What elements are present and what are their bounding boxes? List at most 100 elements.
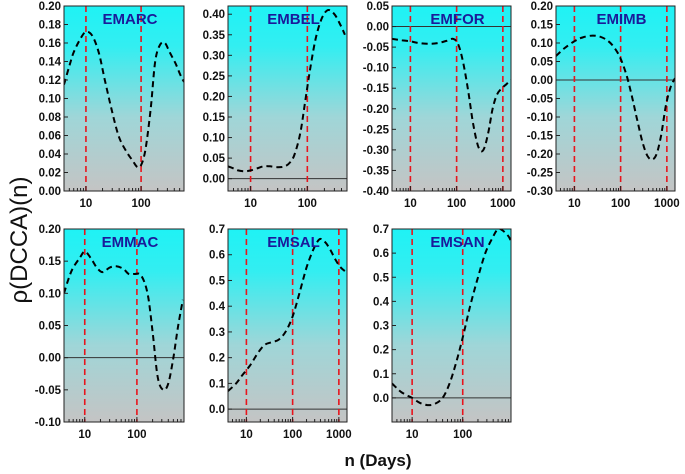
x-tick-label: 100 bbox=[611, 198, 630, 210]
y-tick-label: -0.40 bbox=[363, 186, 389, 198]
y-tick-label: -0.05 bbox=[363, 42, 390, 54]
y-tick-label: -0.25 bbox=[527, 168, 554, 180]
x-tick-label: 10 bbox=[404, 198, 417, 210]
panel-title: EMBEL bbox=[267, 11, 320, 28]
y-tick-label: 0.2 bbox=[209, 353, 225, 365]
y-tick-label: 0.25 bbox=[203, 71, 226, 83]
x-tick-label: 1000 bbox=[490, 198, 516, 210]
panel-emsal: 0.0 0.1 0.2 0.3 0.4 0.5 0.6 0.7 10 100 1000 EMSAL bbox=[209, 224, 352, 441]
y-tick-label: 0.20 bbox=[39, 224, 61, 236]
series-line-emimb bbox=[556, 34, 675, 161]
y-axis-label: ρ(DCCA)(n) bbox=[6, 177, 33, 304]
y-tick-label: -0.30 bbox=[527, 186, 553, 198]
plot-background bbox=[64, 6, 184, 191]
panel-title: EMSAL bbox=[267, 234, 320, 251]
panel-emmac: -0.10 -0.05 0.00 0.05 0.10 0.15 0.20 10 100 EMMAC bbox=[35, 224, 185, 441]
y-tick-label: 0.08 bbox=[39, 112, 62, 124]
y-tick-label: 0.5 bbox=[209, 275, 226, 287]
panels-group: 0.00 0.02 0.04 0.06 0.08 0.10 0.12 0.14 0.16 0.18… bbox=[35, 1, 680, 441]
plot-background bbox=[556, 6, 675, 191]
y-tick-label: 0.14 bbox=[39, 57, 62, 69]
panel-emsan: 0.0 0.1 0.2 0.3 0.4 0.5 0.6 0.7 10 100 EMSAN bbox=[373, 224, 512, 441]
panel-emfor: -0.40 -0.35 -0.30 -0.25 -0.20 -0.15 -0.10 -0.05… bbox=[363, 1, 516, 210]
y-tick-label: 0.40 bbox=[203, 9, 225, 21]
series-line-emmac bbox=[64, 250, 184, 392]
panel-title: EMFOR bbox=[430, 11, 484, 28]
y-tick-label: 0.06 bbox=[39, 131, 61, 143]
y-tick-label: 0.1 bbox=[373, 369, 390, 381]
x-tick-label: 10 bbox=[240, 429, 253, 441]
y-tick-label: 0.00 bbox=[531, 75, 553, 87]
y-tick-label: 0.05 bbox=[203, 153, 226, 165]
y-tick-label: 0.4 bbox=[373, 296, 390, 308]
plot-frame bbox=[391, 5, 512, 192]
x-tick-label: 100 bbox=[298, 198, 317, 210]
x-tick-label: 10 bbox=[568, 198, 581, 210]
y-tick-label: -0.15 bbox=[363, 83, 390, 95]
y-tick-label: 0.15 bbox=[531, 20, 554, 32]
y-tick-label: 0.18 bbox=[39, 20, 62, 32]
y-tick-label: 0.10 bbox=[39, 288, 61, 300]
plot-background bbox=[392, 6, 511, 191]
x-tick-label: 100 bbox=[127, 429, 146, 441]
y-tick-label: 0.2 bbox=[373, 345, 389, 357]
y-tick-label: 0.1 bbox=[209, 378, 226, 390]
y-tick-label: 0.10 bbox=[531, 38, 553, 50]
y-tick-label: -0.10 bbox=[527, 112, 553, 124]
y-tick-label: 0.00 bbox=[39, 186, 61, 198]
panel-title: EMIMB bbox=[597, 11, 647, 28]
y-tick-label: 0.20 bbox=[39, 1, 61, 13]
y-tick-label: -0.10 bbox=[363, 63, 389, 75]
y-tick-label: 0.12 bbox=[39, 75, 61, 87]
x-tick-label: 100 bbox=[283, 429, 302, 441]
panel-emimb: -0.30 -0.25 -0.20 -0.15 -0.10 -0.05 0.00 0.05 0.… bbox=[527, 1, 680, 210]
y-tick-label: 0.02 bbox=[39, 168, 61, 180]
plot-background bbox=[228, 229, 347, 422]
y-tick-label: -0.20 bbox=[527, 149, 553, 161]
y-tick-label: 0.15 bbox=[39, 256, 62, 268]
y-tick-label: 0.04 bbox=[39, 149, 62, 161]
y-tick-label: 0.5 bbox=[373, 272, 390, 284]
y-tick-label: 0.30 bbox=[203, 50, 225, 62]
x-tick-label: 100 bbox=[453, 429, 472, 441]
y-tick-label: 0.05 bbox=[367, 1, 390, 13]
series-line-emfor bbox=[392, 37, 511, 153]
panel-title: EMSAN bbox=[430, 234, 484, 251]
series-line-emarc bbox=[64, 30, 184, 169]
x-axis-label: n (Days) bbox=[344, 451, 411, 470]
y-tick-label: 0.6 bbox=[373, 248, 389, 260]
y-tick-label: 0.20 bbox=[531, 1, 553, 13]
panel-title: EMMAC bbox=[102, 234, 159, 251]
x-tick-label: 100 bbox=[131, 198, 150, 210]
x-tick-label: 10 bbox=[80, 198, 93, 210]
panel-embel: 0.00 0.05 0.10 0.15 0.20 0.25 0.30 0.35 0.40 10 10… bbox=[203, 5, 348, 210]
y-tick-label: -0.05 bbox=[527, 94, 554, 106]
y-tick-label: -0.10 bbox=[35, 417, 61, 429]
series-line-emsal bbox=[228, 237, 347, 392]
x-tick-label: 1000 bbox=[326, 429, 352, 441]
y-tick-label: 0.15 bbox=[203, 112, 226, 124]
y-tick-label: 0.00 bbox=[39, 353, 61, 365]
y-tick-label: -0.05 bbox=[35, 385, 62, 397]
y-tick-label: 0.00 bbox=[203, 174, 225, 186]
y-tick-label: 0.05 bbox=[531, 57, 554, 69]
y-tick-label: -0.15 bbox=[527, 131, 554, 143]
y-tick-label: 0.35 bbox=[203, 30, 226, 42]
y-tick-label: 0.00 bbox=[367, 22, 389, 34]
y-tick-label: 0.0 bbox=[373, 393, 389, 405]
plot-frame bbox=[227, 5, 348, 192]
y-tick-label: 0.4 bbox=[209, 301, 226, 313]
y-tick-label: 0.3 bbox=[209, 327, 225, 339]
y-tick-label: 0.05 bbox=[39, 321, 62, 333]
y-tick-label: 0.7 bbox=[373, 224, 389, 236]
plot-background bbox=[64, 229, 184, 422]
y-tick-label: 0.0 bbox=[209, 404, 225, 416]
y-tick-label: -0.20 bbox=[363, 104, 389, 116]
panel-emarc: 0.00 0.02 0.04 0.06 0.08 0.10 0.12 0.14 0.16 0.18… bbox=[39, 1, 185, 210]
panel-title: EMARC bbox=[103, 11, 158, 28]
y-tick-label: 0.7 bbox=[209, 224, 225, 236]
x-tick-label: 10 bbox=[406, 429, 419, 441]
y-tick-label: 0.16 bbox=[39, 38, 61, 50]
series-line-embel bbox=[228, 8, 346, 173]
x-tick-label: 10 bbox=[78, 429, 91, 441]
